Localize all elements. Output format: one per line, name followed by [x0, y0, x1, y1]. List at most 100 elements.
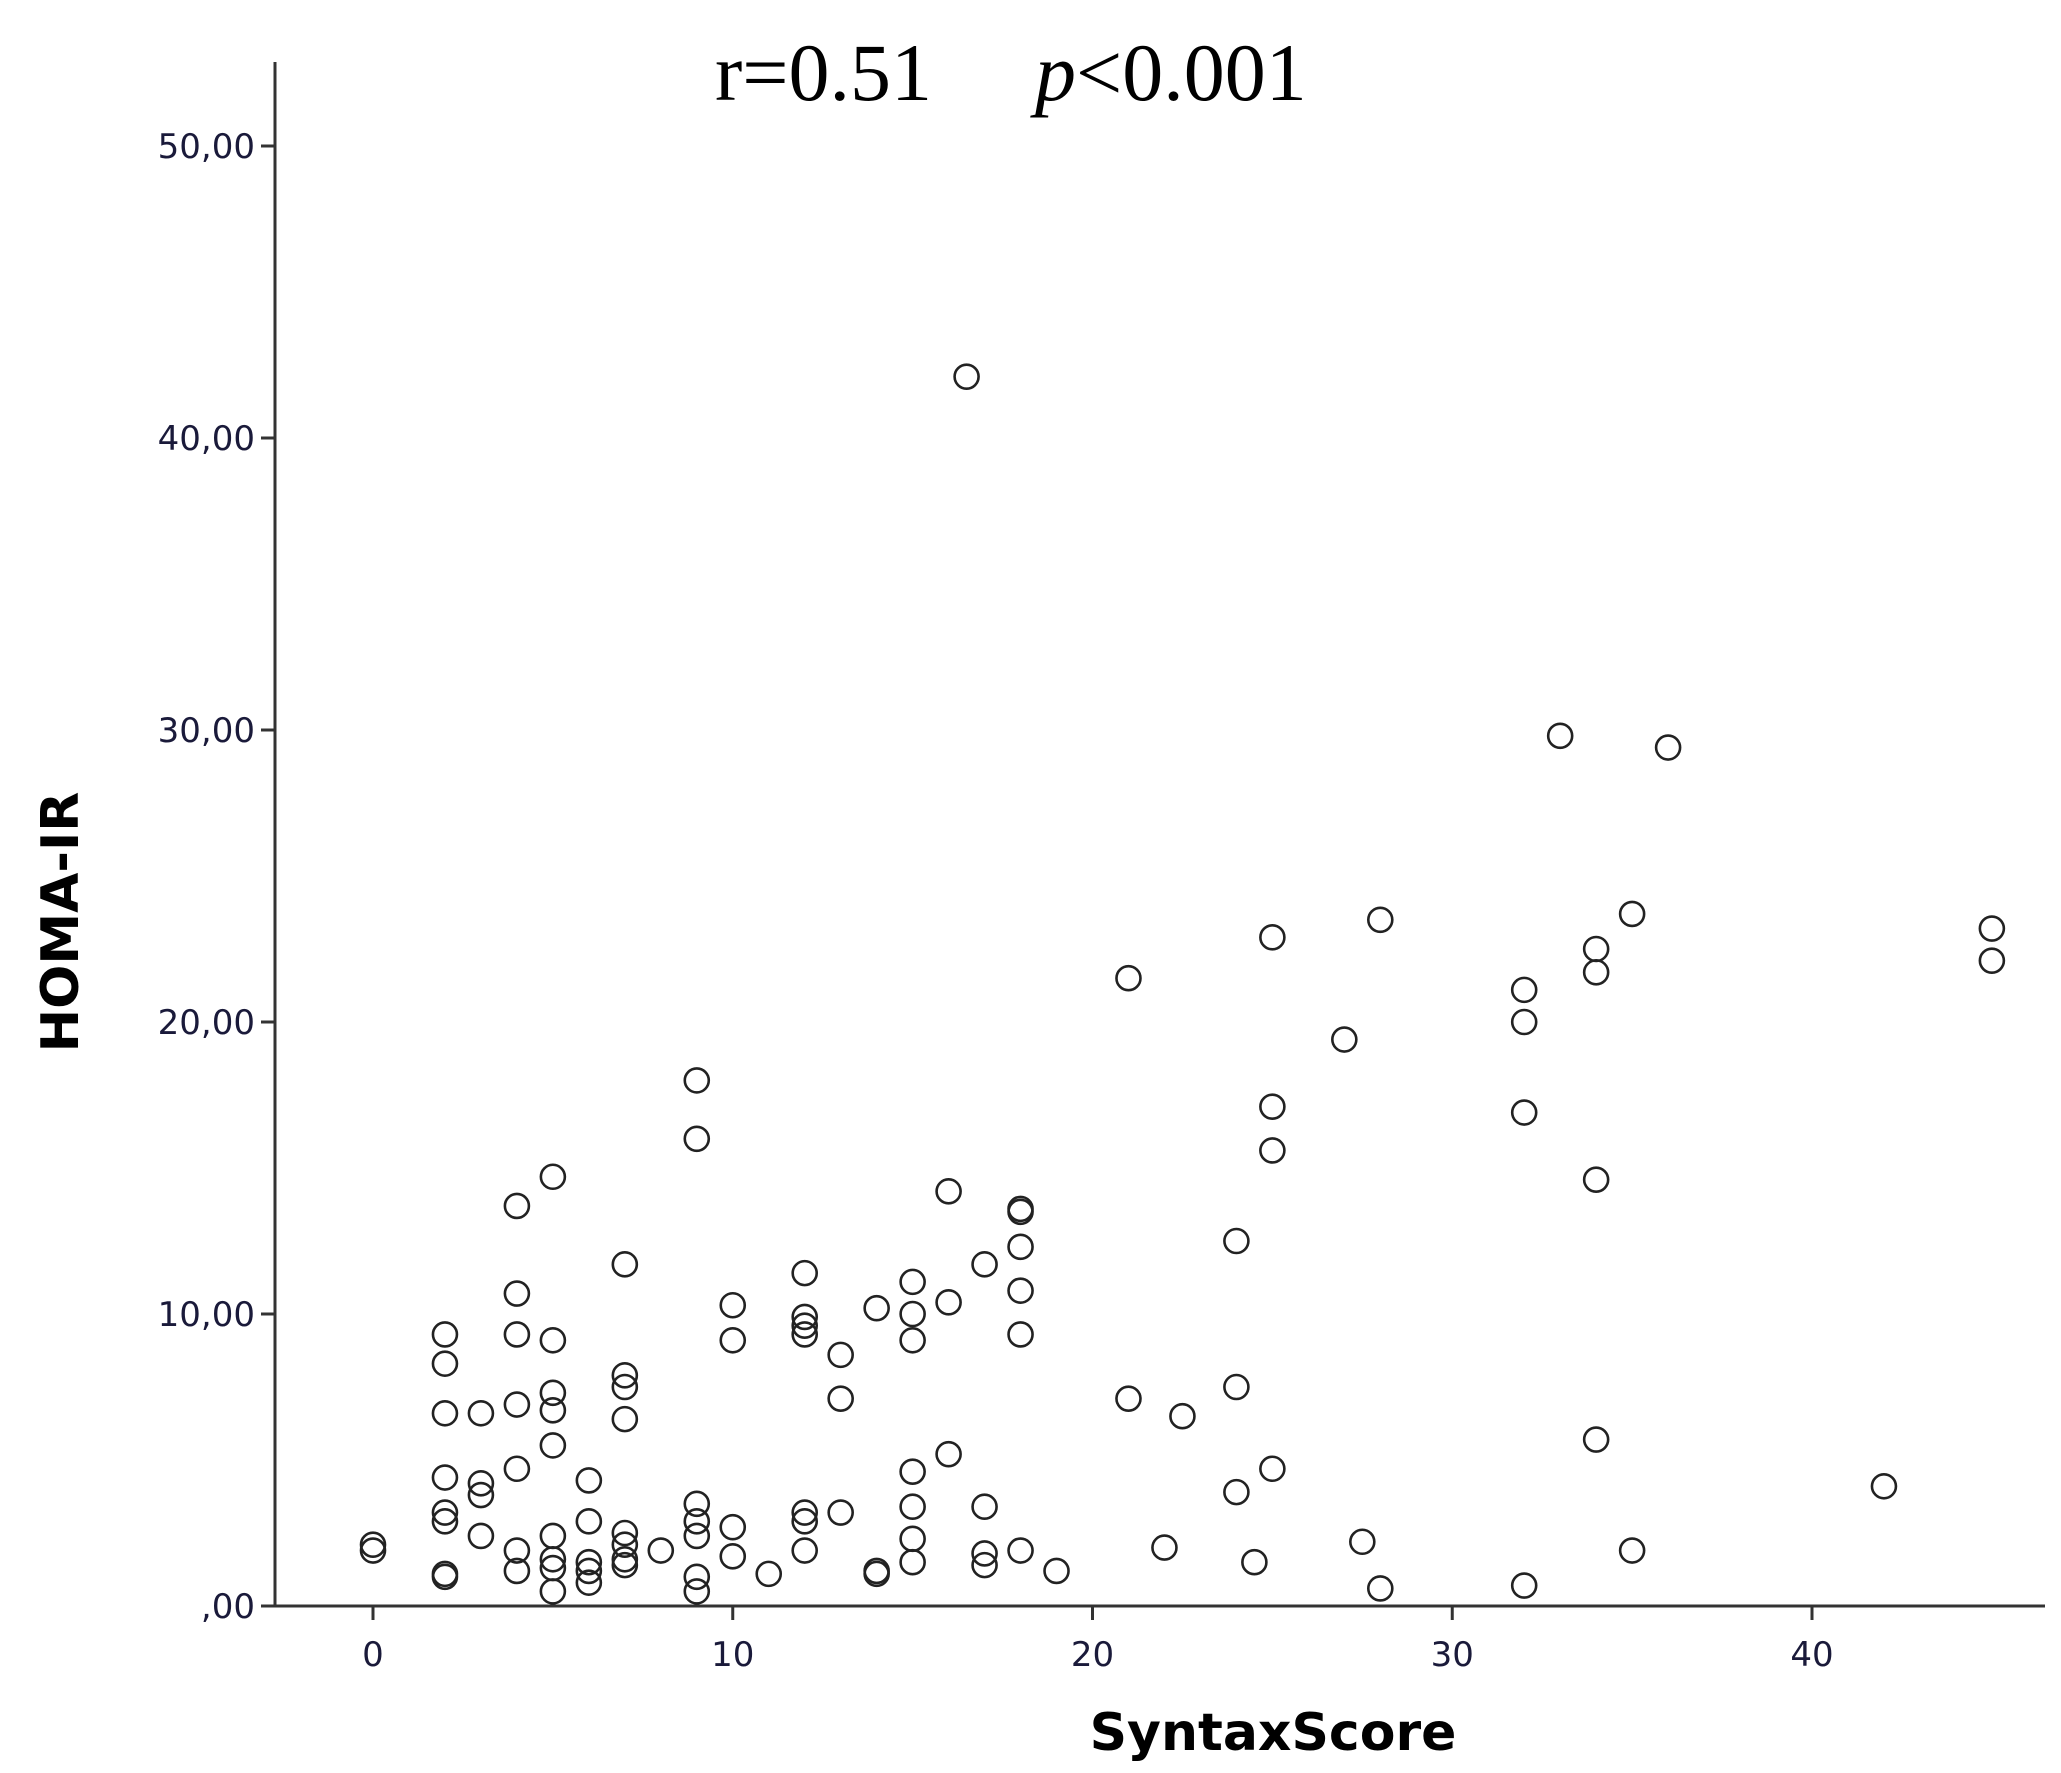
data-point — [467, 1522, 495, 1550]
data-point — [611, 1551, 639, 1579]
data-point — [971, 1251, 998, 1278]
y-tick-label: ,00 — [201, 1587, 255, 1627]
data-point — [611, 1519, 639, 1547]
data-point — [431, 1563, 459, 1591]
data-point — [1115, 964, 1142, 992]
data-point — [755, 1560, 783, 1588]
y-axis-ticks: ,00 10,00 20,00 30,00 40,00 50,00 — [158, 127, 275, 1627]
data-point — [971, 1493, 998, 1521]
data-point — [1223, 1227, 1250, 1255]
data-point — [1510, 1572, 1538, 1599]
data-point — [719, 1513, 747, 1541]
data-point — [1618, 900, 1646, 928]
data-point — [971, 1540, 998, 1567]
data-point — [1367, 1575, 1394, 1602]
data-point — [431, 1464, 459, 1491]
data-point — [683, 1125, 711, 1153]
data-point — [1007, 1321, 1034, 1348]
data-point — [683, 1067, 711, 1094]
data-point — [791, 1499, 819, 1526]
data-point — [863, 1294, 890, 1322]
data-point — [1331, 1026, 1358, 1053]
data-point — [683, 1578, 711, 1605]
data-point — [899, 1458, 926, 1485]
data-point — [539, 1163, 567, 1191]
data-point — [1259, 924, 1286, 951]
y-axis-title: HOMA-IR — [31, 792, 91, 1053]
x-tick-label: 10 — [711, 1635, 754, 1675]
data-point — [359, 1531, 387, 1558]
data-point — [647, 1537, 675, 1564]
data-point — [791, 1303, 819, 1331]
data-point — [791, 1508, 819, 1535]
data-point — [719, 1543, 747, 1570]
data-point — [1367, 906, 1394, 934]
data-point — [539, 1379, 567, 1407]
y-tick-label: 40,00 — [158, 419, 255, 459]
x-axis-ticks: 0 10 20 30 40 — [362, 1606, 1834, 1675]
data-point — [575, 1508, 603, 1535]
x-axis-title: SyntaxScore — [1090, 1703, 1457, 1763]
data-point — [953, 363, 980, 390]
data-point — [1007, 1537, 1034, 1564]
data-point — [467, 1481, 495, 1509]
data-point — [1169, 1402, 1196, 1430]
x-tick-label: 40 — [1790, 1635, 1833, 1675]
data-point — [503, 1537, 531, 1564]
data-point — [1654, 734, 1682, 761]
data-point — [431, 1508, 459, 1535]
chart-title-correlation: r=0.51 — [715, 27, 932, 118]
data-point — [431, 1499, 459, 1526]
x-tick-label: 30 — [1431, 1635, 1474, 1675]
data-point — [431, 1321, 459, 1348]
data-point — [1978, 915, 2006, 942]
data-point — [503, 1321, 531, 1348]
data-point — [683, 1508, 711, 1535]
data-point — [1223, 1478, 1250, 1506]
data-point — [1870, 1472, 1898, 1500]
data-point — [1510, 1008, 1538, 1036]
data-point — [1259, 1455, 1286, 1483]
data-point — [1978, 947, 2006, 974]
data-point — [899, 1493, 926, 1521]
data-point — [539, 1554, 567, 1582]
axes — [273, 62, 2045, 1608]
data-point — [575, 1557, 603, 1585]
data-point — [539, 1397, 567, 1424]
data-point — [539, 1522, 567, 1550]
data-point — [863, 1557, 890, 1585]
data-point — [971, 1551, 998, 1579]
data-point — [791, 1537, 819, 1564]
data-point — [467, 1399, 495, 1427]
data-point — [935, 1289, 962, 1316]
data-point — [1223, 1373, 1250, 1401]
data-point — [1007, 1233, 1034, 1261]
data-point — [1582, 1426, 1610, 1453]
data-point — [935, 1178, 962, 1205]
data-point — [1618, 1537, 1646, 1564]
data-point — [611, 1545, 639, 1573]
data-point — [431, 1399, 459, 1427]
y-tick-label: 10,00 — [158, 1295, 255, 1335]
data-point — [935, 1440, 962, 1468]
data-point — [683, 1522, 711, 1550]
data-point — [1510, 1099, 1538, 1126]
data-point — [1546, 722, 1574, 750]
data-point — [467, 1470, 495, 1497]
data-point — [1007, 1277, 1034, 1304]
data-point — [503, 1192, 531, 1220]
x-tick-label: 20 — [1071, 1635, 1114, 1675]
data-point — [719, 1291, 747, 1319]
data-point — [611, 1405, 639, 1433]
data-point — [1151, 1534, 1178, 1561]
data-point — [791, 1259, 819, 1287]
data-point — [539, 1432, 567, 1459]
data-point — [431, 1350, 459, 1377]
p-symbol: p — [1030, 27, 1076, 118]
chart-title-p-value: p<0.001 — [1030, 27, 1307, 118]
data-point — [611, 1251, 639, 1278]
data-point — [899, 1300, 926, 1328]
data-point — [503, 1280, 531, 1307]
data-point — [503, 1455, 531, 1483]
